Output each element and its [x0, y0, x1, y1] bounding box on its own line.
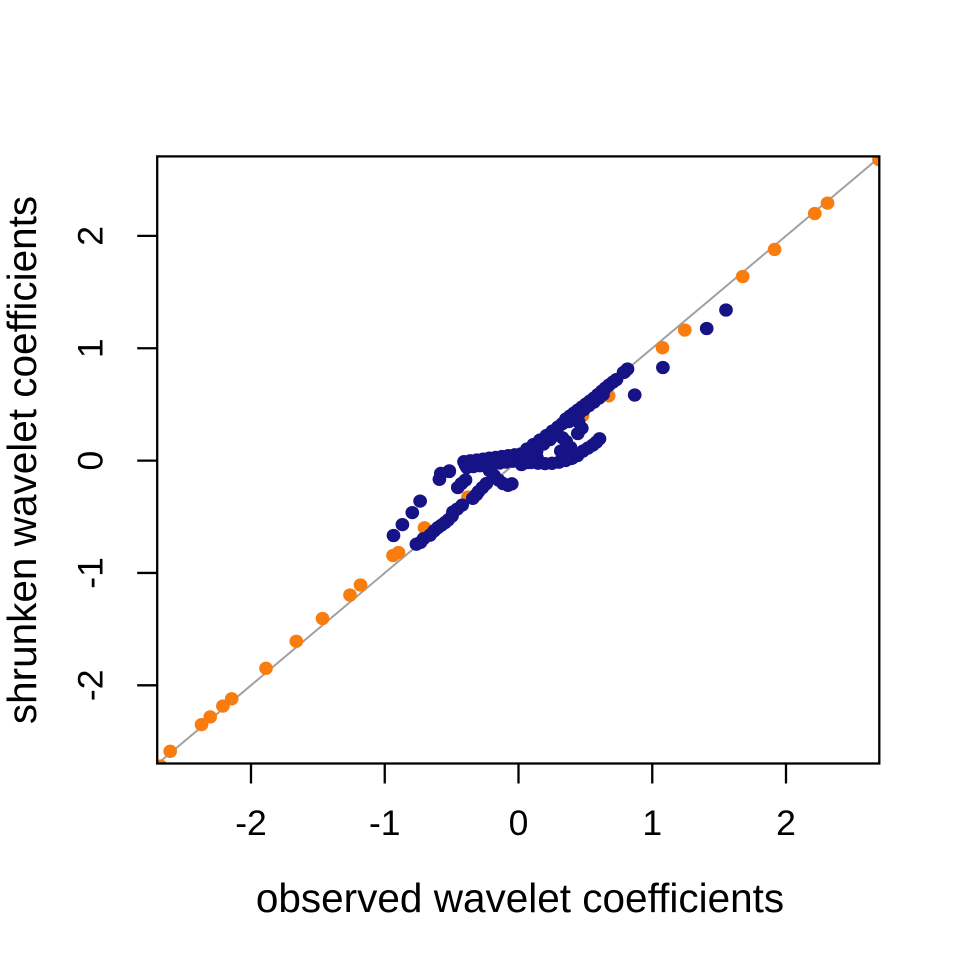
svg-text:-2: -2 [71, 670, 111, 702]
svg-text:-2: -2 [235, 803, 267, 843]
svg-text:observed wavelet coefficients: observed wavelet coefficients [256, 875, 784, 921]
svg-text:2: 2 [776, 803, 796, 843]
svg-text:-1: -1 [369, 803, 401, 843]
svg-text:0: 0 [509, 803, 529, 843]
svg-text:1: 1 [71, 338, 111, 358]
svg-text:-1: -1 [71, 557, 111, 589]
svg-text:0: 0 [71, 451, 111, 471]
svg-text:2: 2 [71, 226, 111, 246]
svg-text:shrunken wavelet coefficients: shrunken wavelet coefficients [0, 196, 45, 724]
svg-text:1: 1 [642, 803, 662, 843]
